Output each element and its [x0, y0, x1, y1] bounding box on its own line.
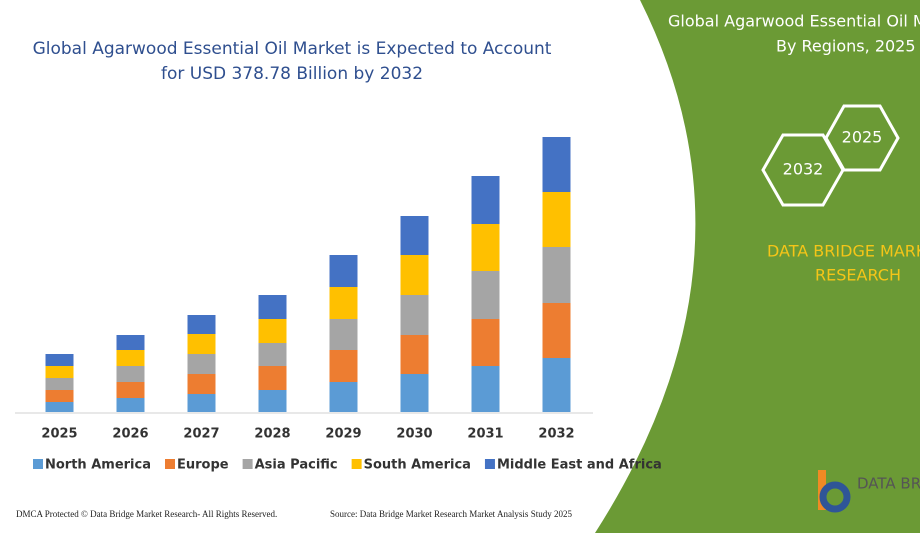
bar-segment [542, 247, 571, 303]
legend-swatch [484, 459, 495, 469]
bar-segment [258, 295, 287, 319]
x-tick-label: 2028 [254, 427, 290, 442]
logo-ring [819, 481, 851, 513]
legend-swatch [242, 459, 253, 469]
bar-segment [471, 366, 500, 412]
bar-segment [187, 354, 216, 374]
bar-segment [45, 354, 74, 366]
bar-segment [542, 358, 571, 412]
legend-label: Asia Pacific [255, 458, 338, 473]
bar-segment [400, 335, 429, 374]
bar-segment [329, 255, 358, 287]
bar-segment [400, 255, 429, 295]
chart-title: for USD 378.78 Billion by 2032 [161, 64, 423, 84]
bar-segment [471, 271, 500, 319]
legend-label: North America [45, 458, 151, 473]
bar-segment [329, 350, 358, 382]
bar-segment [329, 319, 358, 350]
legend-swatch [33, 459, 43, 469]
legend-swatch [351, 459, 362, 469]
bar-segment [542, 137, 571, 192]
bar-segment [116, 398, 145, 412]
footer-left: DMCA Protected © Data Bridge Market Rese… [16, 509, 277, 519]
legend-swatch [165, 459, 175, 469]
green-panel [595, 0, 920, 533]
legend-label: Europe [177, 458, 229, 473]
bar-segment [258, 343, 287, 366]
logo: DATA BR [818, 470, 920, 513]
x-tick-label: 2029 [325, 427, 361, 442]
bar-segment [329, 382, 358, 412]
hexagon [761, 133, 845, 207]
bar-segment [258, 390, 287, 412]
bar-segment [116, 382, 145, 398]
bar-segment [258, 366, 287, 390]
panel-title: By Regions, 2025 t [776, 37, 920, 56]
legend-label: South America [364, 458, 471, 473]
hexagon-label: 2025 [842, 128, 883, 147]
bar-segment [258, 319, 287, 343]
x-tick-label: 2026 [112, 427, 148, 442]
bar-segment [542, 192, 571, 247]
bar-segment [187, 394, 216, 412]
x-tick-label: 2030 [396, 427, 432, 442]
bar-segment [400, 295, 429, 335]
brand-text: DATA BRIDGE MARK [767, 242, 920, 261]
bar-segment [187, 315, 216, 334]
hexagon [824, 104, 900, 172]
bar-segment [329, 287, 358, 319]
bar-segment [471, 224, 500, 271]
footer-right: Source: Data Bridge Market Research Mark… [330, 509, 572, 519]
brand-text: RESEARCH [815, 266, 901, 285]
bar-segment [187, 374, 216, 394]
x-tick-label: 2032 [538, 427, 574, 442]
bar-segment [45, 366, 74, 378]
logo-text: DATA BR [857, 475, 920, 493]
panel-title: Global Agarwood Essential Oil M [668, 12, 920, 31]
bar-segment [45, 402, 74, 412]
legend-label: Middle East and Africa [497, 458, 662, 473]
bar-segment [45, 378, 74, 390]
bar-segment [471, 176, 500, 224]
bar-segment [116, 335, 145, 350]
bar-segment [45, 390, 74, 402]
bar-segment [400, 374, 429, 412]
x-tick-label: 2031 [467, 427, 503, 442]
chart-title: Global Agarwood Essential Oil Market is … [33, 39, 552, 59]
bar-segment [471, 319, 500, 366]
x-tick-label: 2027 [183, 427, 219, 442]
bar-segment [116, 350, 145, 366]
bar-segment [187, 334, 216, 354]
bar-segment [116, 366, 145, 382]
bar-segment [400, 216, 429, 255]
hexagon-label: 2032 [783, 160, 824, 179]
bar-segment [542, 303, 571, 358]
x-tick-label: 2025 [41, 427, 77, 442]
